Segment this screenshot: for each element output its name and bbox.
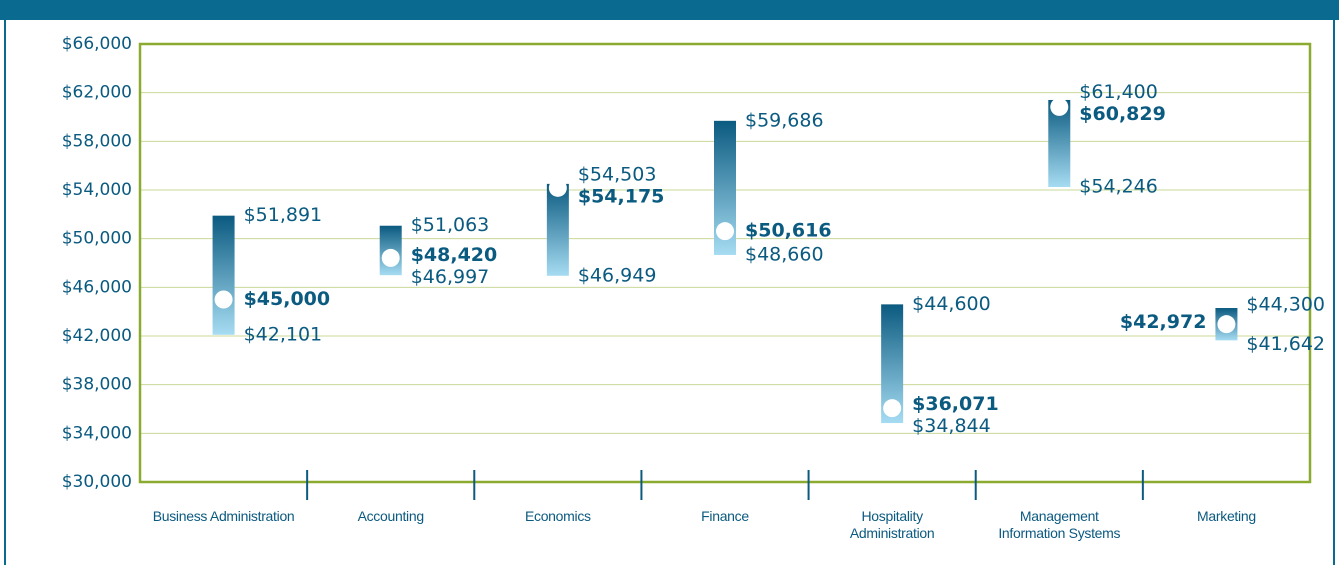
median-label: $42,972 <box>1120 311 1207 333</box>
y-tick-label: $62,000 <box>62 83 132 103</box>
y-tick-label: $34,000 <box>62 423 132 443</box>
y-tick-label: $46,000 <box>62 277 132 297</box>
range-bar <box>714 120 736 255</box>
high-label: $44,600 <box>912 293 991 315</box>
high-label: $44,300 <box>1246 294 1325 316</box>
median-dot <box>1217 315 1236 334</box>
header-band <box>0 0 1339 20</box>
x-tick-label: Management Information Systems <box>998 508 1121 541</box>
median-dot <box>716 222 734 241</box>
median-dot <box>548 178 567 197</box>
high-label: $54,503 <box>578 163 657 185</box>
x-tick-label: Business Administration <box>152 508 295 524</box>
median-dot <box>214 290 233 309</box>
high-label: $51,063 <box>411 214 490 236</box>
median-label: $50,616 <box>745 220 832 242</box>
high-label: $51,891 <box>244 204 323 226</box>
range-bar <box>881 304 904 424</box>
low-label: $34,844 <box>912 415 991 437</box>
low-label: $41,642 <box>1246 333 1325 355</box>
y-tick-label: $50,000 <box>62 229 132 249</box>
low-label: $54,246 <box>1079 176 1158 198</box>
low-label: $42,101 <box>244 323 323 345</box>
range-bar <box>1048 99 1071 188</box>
y-tick-label: $30,000 <box>62 472 132 492</box>
x-tick-label: Economics <box>524 508 591 524</box>
median-label: $45,000 <box>244 288 331 310</box>
plot-frame <box>138 42 1312 484</box>
y-tick-label: $54,000 <box>62 180 132 200</box>
high-label: $61,400 <box>1079 81 1158 103</box>
median-label: $60,829 <box>1079 103 1166 125</box>
x-tick-label: Accounting <box>357 508 425 524</box>
marks: $51,891$45,000$42,101$51,063$48,420$46,9… <box>212 81 1325 437</box>
x-tick-label: Hospitality Administration <box>849 508 935 541</box>
low-label: $46,949 <box>578 264 657 286</box>
median-label: $36,071 <box>912 393 999 415</box>
y-tick-label: $66,000 <box>62 34 132 54</box>
low-label: $46,997 <box>411 266 490 288</box>
x-tick-label: Finance <box>701 508 749 524</box>
median-dot <box>381 248 400 267</box>
range-bar <box>212 215 235 335</box>
range-bar <box>546 183 569 276</box>
y-tick-label: $58,000 <box>62 131 132 151</box>
x-tick-label: Marketing <box>1197 508 1256 524</box>
low-label: $48,660 <box>745 243 824 265</box>
median-label: $48,420 <box>411 244 498 266</box>
median-label: $54,175 <box>578 185 665 207</box>
median-dot <box>1050 97 1069 116</box>
median-dot <box>883 399 902 418</box>
y-tick-label: $38,000 <box>62 375 132 395</box>
high-label: $59,686 <box>745 109 824 131</box>
y-tick-label: $42,000 <box>62 326 132 346</box>
